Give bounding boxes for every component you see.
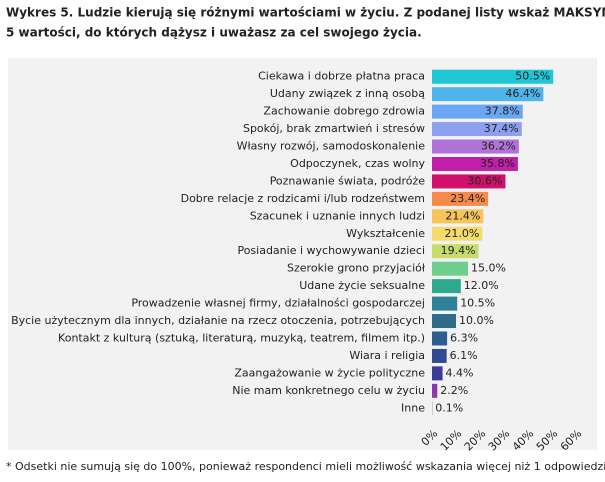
data-label: 21.4% — [445, 209, 480, 222]
chart-title-line: Wykres 5. Ludzie kierują się różnymi war… — [6, 6, 605, 20]
y-tick-label: Zachowanie dobrego zdrowia — [263, 105, 425, 118]
bar — [432, 314, 456, 328]
y-tick-label: Dobre relacje z rodzicami i/lub rodzeńst… — [181, 192, 425, 205]
chart-title-line: 5 wartości, do których dążysz i uważasz … — [6, 26, 422, 40]
bar — [432, 384, 437, 398]
data-label: 50.5% — [515, 70, 550, 83]
y-tick-label: Szerokie grono przyjaciół — [287, 262, 426, 275]
data-label: 6.1% — [450, 349, 478, 362]
y-tick-label: Szacunek i uznanie innych ludzi — [250, 209, 425, 222]
y-tick-label: Prowadzenie własnej firmy, działalności … — [131, 297, 425, 310]
y-tick-label: Odpoczynek, czas wolny — [290, 157, 425, 170]
data-label: 12.0% — [464, 279, 499, 292]
y-tick-label: Ciekawa i dobrze płatna praca — [258, 70, 425, 83]
data-label: 6.3% — [450, 331, 478, 344]
y-tick-label: Nie mam konkretnego celu w życiu — [232, 384, 425, 397]
data-label: 37.8% — [485, 105, 520, 118]
y-tick-label: Wykształcenie — [346, 227, 425, 240]
y-tick-label: Inne — [401, 401, 425, 414]
data-label: 2.2% — [440, 384, 468, 397]
y-tick-label: Wiara i religia — [349, 349, 425, 362]
y-tick-label: Udany związek z inną osobą — [270, 87, 425, 100]
y-tick-label: Spokój, brak zmartwień i stresów — [243, 122, 425, 135]
footnote: * Odsetki nie sumują się do 100%, poniew… — [6, 460, 605, 473]
bar — [432, 366, 443, 380]
data-label: 10.5% — [460, 297, 495, 310]
data-label: 37.4% — [484, 122, 519, 135]
data-label: 21.0% — [444, 227, 479, 240]
data-label: 10.0% — [459, 314, 494, 327]
y-tick-label: Kontakt z kulturą (sztuką, literaturą, m… — [58, 331, 425, 344]
bar — [432, 297, 457, 311]
y-tick-label: Poznawanie świata, podróże — [270, 174, 426, 187]
data-label: 4.4% — [446, 366, 474, 379]
y-tick-label: Bycie użytecznym dla innych, działanie n… — [11, 314, 425, 327]
data-label: 23.4% — [450, 192, 485, 205]
bar — [432, 279, 461, 293]
y-tick-label: Własny rozwój, samodoskonalenie — [237, 140, 426, 153]
data-label: 30.6% — [467, 174, 502, 187]
data-label: 46.4% — [505, 87, 540, 100]
y-tick-label: Posiadanie i wychowywanie dzieci — [237, 244, 425, 257]
data-label: 35.8% — [480, 157, 515, 170]
bar — [432, 331, 447, 345]
bar — [432, 262, 468, 276]
data-label: 0.1% — [435, 401, 463, 414]
data-label: 36.2% — [481, 140, 516, 153]
bar — [432, 349, 447, 363]
y-tick-label: Udane życie seksualne — [299, 279, 425, 292]
data-label: 15.0% — [471, 262, 506, 275]
y-tick-label: Zaangażowanie w życie polityczne — [234, 366, 425, 379]
data-label: 19.4% — [441, 244, 476, 257]
